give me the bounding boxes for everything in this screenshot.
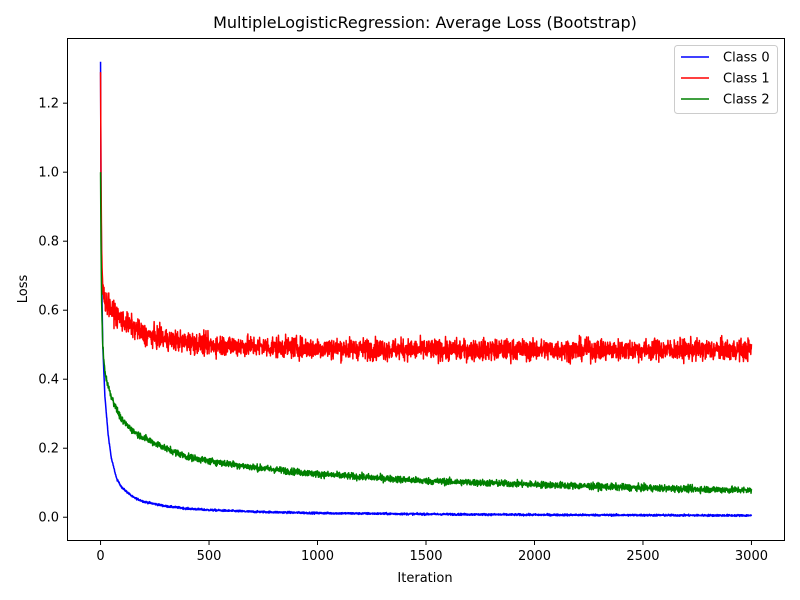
x-axis: 0 500 1000 1500 2000 2500 3000: [96, 540, 768, 564]
x-tick-label: 500: [197, 549, 222, 564]
legend: Class 0 Class 1 Class 2: [674, 45, 778, 114]
y-tick-label: 0.0: [38, 511, 59, 526]
y-tick-label: 0.6: [38, 304, 59, 319]
y-tick-label: 0.4: [38, 373, 59, 388]
x-tick-label: 0: [96, 549, 104, 564]
y-axis: 0.0 0.2 0.4 0.6 0.8 1.0 1.2: [38, 97, 68, 526]
legend-label: Class 0: [723, 51, 770, 66]
x-tick-label: 2500: [626, 549, 659, 564]
series-line-class-0: [99, 61, 753, 518]
y-tick-label: 1.2: [38, 97, 59, 112]
x-tick-label: 1500: [409, 549, 442, 564]
x-tick-label: 1000: [301, 549, 334, 564]
x-axis-title: Iteration: [397, 571, 452, 586]
chart-title: MultipleLogisticRegression: Average Loss…: [213, 13, 637, 32]
series-line-class-2: [99, 172, 753, 495]
series-line-class-1: [99, 72, 753, 365]
legend-box: [674, 45, 778, 114]
legend-label: Class 2: [723, 93, 770, 108]
y-tick-label: 0.8: [38, 235, 59, 250]
x-tick-label: 2000: [518, 549, 551, 564]
y-tick-label: 0.2: [38, 442, 59, 457]
legend-label: Class 1: [723, 72, 770, 87]
series-lines: [99, 61, 753, 518]
y-tick-label: 1.0: [38, 166, 59, 181]
x-tick-label: 3000: [735, 549, 768, 564]
y-axis-title: Loss: [16, 275, 31, 304]
